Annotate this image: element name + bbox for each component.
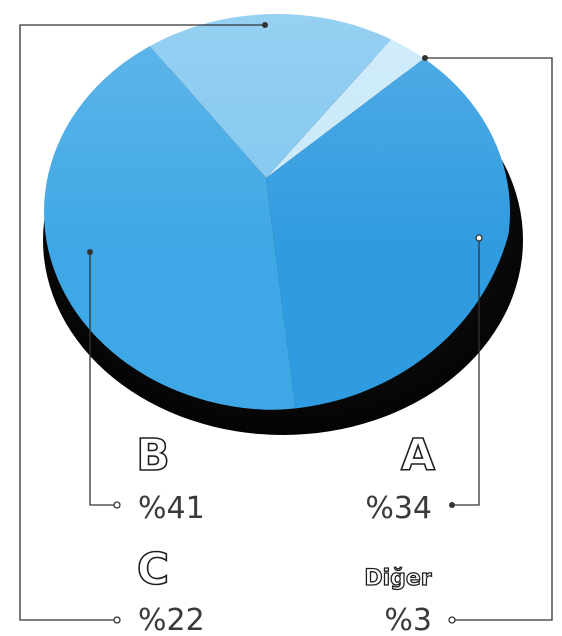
slice-value-c: %22 bbox=[138, 603, 205, 636]
slice-label-a: A bbox=[401, 430, 435, 481]
slice-label-c: C bbox=[137, 544, 169, 595]
leader-dot-diger bbox=[422, 55, 428, 61]
leader-end-c bbox=[113, 616, 121, 624]
leader-line-b bbox=[89, 252, 117, 506]
pie-sheen bbox=[44, 14, 510, 410]
leader-dot-b bbox=[87, 249, 93, 255]
slice-value-a: %34 bbox=[365, 491, 432, 526]
leader-line-c bbox=[19, 24, 265, 621]
leader-line-a bbox=[452, 238, 480, 506]
leader-end-diger bbox=[448, 616, 456, 624]
leader-dot-a bbox=[475, 234, 483, 242]
slice-value-diger: %3 bbox=[384, 603, 432, 636]
leader-dot-c bbox=[262, 22, 268, 28]
leader-line-diger bbox=[425, 57, 553, 621]
slice-label-diger: Diğer bbox=[364, 566, 431, 591]
leader-end-b bbox=[113, 501, 121, 509]
slice-label-b: B bbox=[136, 430, 170, 481]
slice-value-b: %41 bbox=[138, 491, 205, 526]
leader-end-a bbox=[449, 502, 455, 508]
